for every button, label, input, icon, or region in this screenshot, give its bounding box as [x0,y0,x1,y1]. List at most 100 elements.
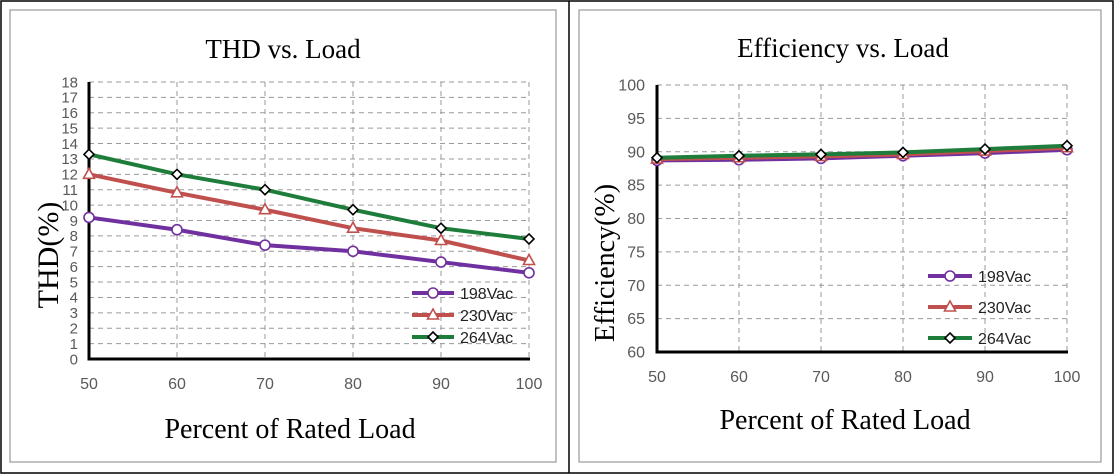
data-point-230Vac [258,202,272,215]
y-axis-label: THD(%) [32,202,65,309]
y-tick-label: 6 [70,259,78,276]
data-point-198Vac [347,245,359,258]
series-line-264Vac [656,143,1068,160]
y-tick-label: 3 [70,305,78,322]
x-axis-label: Percent of Rated Load [164,414,415,445]
y-tick-label: 70 [627,278,645,295]
data-point-264Vac [896,146,910,159]
data-point-230Vac [522,252,536,266]
y-tick-label: 60 [627,345,645,362]
series-line-198Vac [88,215,530,275]
data-point-264Vac [1060,139,1074,152]
x-tick-label: 70 [256,376,274,393]
y-tick-label: 15 [61,120,78,137]
y-tick-labels: 60 65 70 75 80 85 90 95 100 [618,78,645,362]
y-tick-label: 90 [627,144,645,161]
data-point-264Vac [346,203,360,216]
y-tick-label: 0 [70,351,78,368]
data-point-264Vac [82,148,96,161]
x-tick-label: 50 [80,376,98,393]
y-tick-label: 80 [627,211,645,228]
data-point-230Vac [346,220,360,233]
data-point-264Vac [522,232,536,246]
legend-marker [426,330,440,344]
x-tick-label: 80 [894,369,912,386]
legend: 198Vac 230Vac 264Vac [412,286,513,347]
legend-label: 198Vac [978,269,1031,286]
y-tick-label: 10 [61,197,78,214]
x-tick-labels: 50 60 70 80 90 100 [80,376,542,393]
data-point-264Vac [814,148,828,161]
thd-chart: THD vs. Load 012345678910111213141516171… [32,34,542,445]
legend-label: 264Vac [460,330,513,347]
panel-right-border [578,9,1102,463]
y-tick-label: 65 [627,311,645,328]
y-tick-label: 2 [70,320,78,337]
y-tick-label: 11 [62,182,78,199]
chart-title: Efficiency vs. Load [737,33,949,63]
legend-label: 264Vac [978,331,1031,348]
axes [655,85,1068,354]
x-tick-label: 90 [432,376,450,393]
data-point-264Vac [732,149,746,162]
legend-marker [944,270,956,282]
efficiency-chart: Efficiency vs. Load 6065707580859095100 … [590,33,1080,436]
x-axis-label: Percent of Rated Load [719,405,970,436]
y-tick-label: 17 [61,90,78,107]
series-group [650,139,1074,167]
data-point-198Vac [259,239,271,251]
series-line-264Vac [88,152,530,241]
x-tick-label: 60 [730,369,748,386]
legend-marker [426,307,440,320]
y-axis-label: Efficiency(%) [590,184,621,342]
x-tick-label: 60 [168,376,186,393]
legend: 198Vac 230Vac 264Vac [928,269,1031,348]
y-tick-label: 95 [627,111,645,128]
data-point-264Vac [170,168,184,181]
data-point-230Vac [82,166,96,180]
x-tick-label: 50 [648,369,666,386]
y-tick-label: 1 [70,336,78,353]
data-point-230Vac [434,232,448,246]
x-tick-label: 90 [976,369,994,386]
y-tick-label: 100 [618,78,645,95]
y-tick-label: 12 [61,167,78,184]
x-tick-label: 70 [812,369,830,386]
y-tick-label: 13 [61,151,78,168]
legend-marker [427,287,439,299]
data-point-264Vac [978,142,992,156]
y-tick-label: 9 [70,213,78,230]
data-point-264Vac [650,151,664,164]
data-point-264Vac [258,183,272,196]
y-tick-label: 75 [627,244,645,261]
data-point-198Vac [523,267,535,279]
y-tick-label: 85 [627,178,645,195]
x-tick-labels: 50 60 70 80 90 100 [648,369,1080,386]
x-tick-label: 80 [344,376,362,393]
data-point-264Vac [434,222,448,235]
data-point-198Vac [83,211,95,224]
y-tick-label: 5 [70,274,78,291]
legend-label: 230Vac [978,300,1031,317]
chart-title: THD vs. Load [205,34,361,64]
data-point-198Vac [171,223,183,236]
y-tick-label: 8 [70,228,78,245]
legend-marker [943,331,957,345]
legend-marker [943,299,957,312]
y-tick-label: 4 [70,290,78,307]
data-point-198Vac [435,256,447,268]
x-tick-label: 100 [1054,369,1081,386]
legend-label: 198Vac [460,286,513,303]
data-point-230Vac [170,185,184,198]
series-line-230Vac [88,172,530,263]
legend-label: 230Vac [460,308,513,325]
y-tick-label: 18 [61,74,78,91]
panel-left-border [9,9,557,463]
series-group [82,148,536,279]
y-tick-label: 7 [70,244,78,261]
x-tick-label: 100 [516,376,543,393]
y-tick-label: 14 [61,136,78,153]
